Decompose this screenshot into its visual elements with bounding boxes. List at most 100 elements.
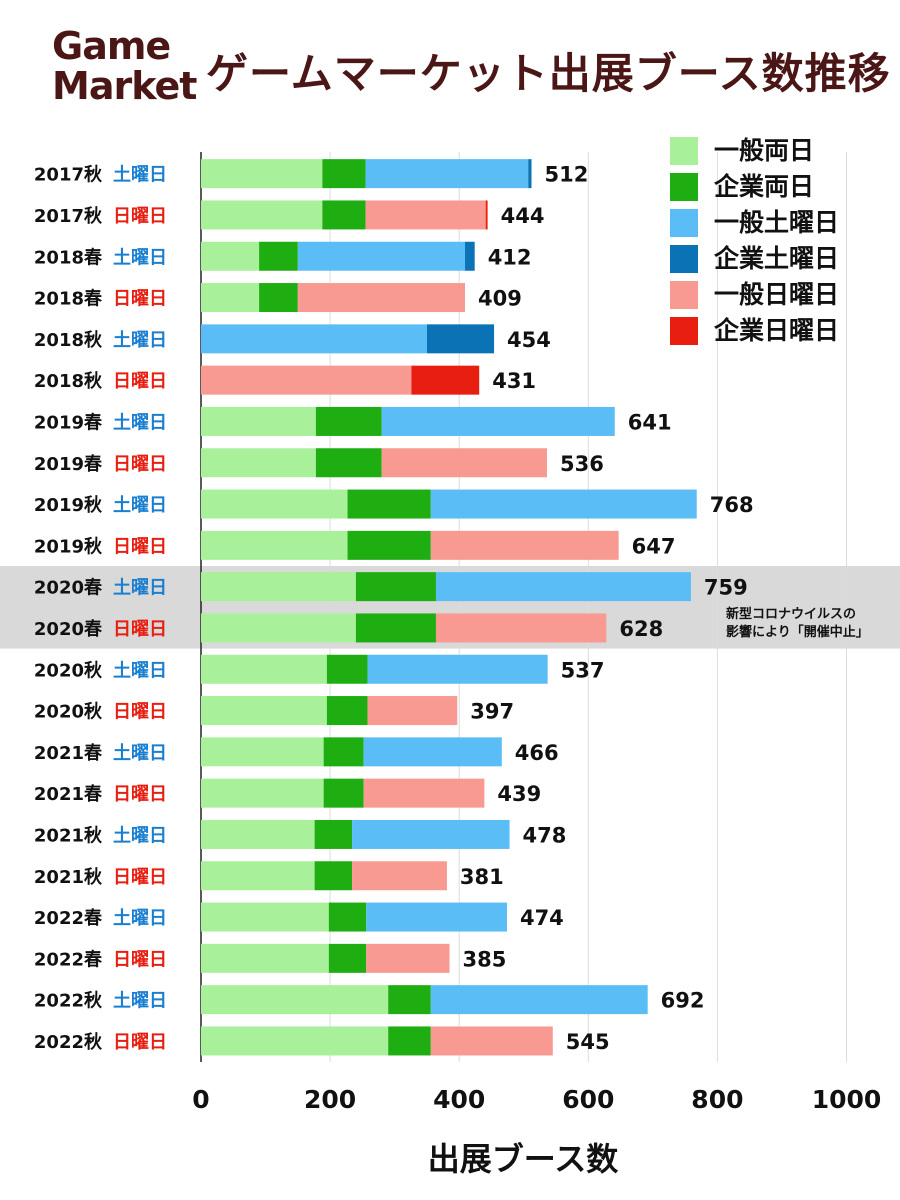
row-label-season: 2020秋 [34,659,103,681]
data-label: 397 [470,700,514,724]
bar-segment-企業両日 [388,1026,431,1056]
bar-segment-一般土曜日 [352,819,510,849]
bar-segment-一般日曜日 [365,200,486,230]
row-label-season: 2019秋 [34,494,103,516]
x-tick-label: 400 [433,1085,485,1114]
bar-segment-一般両日 [201,696,327,726]
row-label-day: 土曜日 [113,578,167,599]
row-label-day: 土曜日 [113,495,167,516]
bar-segment-企業両日 [314,861,353,891]
bar-segment-一般土曜日 [366,902,507,932]
data-label: 641 [628,410,672,434]
bar-segment-一般日曜日 [297,283,466,313]
legend-item-kigyou-ryoujitsu: 企業両日 [666,170,890,206]
row-label-season: 2020春 [34,577,103,599]
row-label-season: 2022秋 [34,990,103,1012]
row-label-day: 土曜日 [113,412,167,433]
note-line-1: 新型コロナウイルスの [726,607,857,622]
bar-segment-一般両日 [201,861,315,891]
bar-segment-企業両日 [388,985,431,1015]
row-label-day: 日曜日 [113,289,167,310]
data-label: 768 [710,493,754,517]
x-tick-label: 200 [304,1085,356,1114]
bar-segment-企業両日 [315,406,382,436]
data-label: 478 [523,823,567,847]
bar-segment-一般土曜日 [381,406,615,436]
bar-segment-一般日曜日 [435,613,607,643]
legend-label: 一般日曜日 [714,280,840,309]
data-label: 536 [560,452,604,476]
row-label-season: 2018秋 [34,370,103,392]
data-label: 512 [544,163,588,187]
game-market-logo: Game Market [28,26,198,110]
bar-segment-一般両日 [201,283,260,313]
legend-swatch [670,317,698,345]
bar-segment-企業両日 [328,902,367,932]
bar-segment-企業両日 [355,572,436,602]
data-label: 439 [497,782,541,806]
data-label: 444 [501,204,545,228]
row-label-season: 2018春 [34,288,103,310]
bar-segment-一般両日 [201,737,324,767]
bar-segment-一般土曜日 [363,737,502,767]
legend-item-ippan-doyoubi: 一般土曜日 [666,206,890,242]
logo-line-market: Market [52,64,197,108]
row-label-day: 日曜日 [113,784,167,805]
bar-segment-一般両日 [201,654,327,684]
row-label-season: 2020春 [34,618,103,640]
bar-segment-企業土曜日 [426,324,495,354]
legend-swatch [670,281,698,309]
legend-item-kigyou-doyoubi: 企業土曜日 [666,242,890,278]
row-label-season: 2017秋 [34,164,103,186]
x-tick-label: 600 [562,1085,614,1114]
x-tick-label: 1000 [812,1085,882,1114]
legend-swatch [670,245,698,273]
chart-legend: 一般両日 企業両日 一般土曜日 企業土曜日 一般日曜日 企業日曜日 [666,134,890,350]
row-label-day: 日曜日 [113,619,167,640]
bar-segment-企業土曜日 [528,159,532,189]
bar-segment-一般日曜日 [366,943,450,973]
row-label-day: 土曜日 [113,247,167,268]
bar-segment-企業両日 [328,943,367,973]
row-label-season: 2021春 [34,742,103,764]
x-axis-label: 出展ブース数 [428,1140,619,1178]
bar-segment-企業両日 [323,737,364,767]
row-label-day: 土曜日 [113,908,167,929]
cancellation-note: 新型コロナウイルスの 影響により「開催中止」 [726,606,869,642]
data-label: 385 [463,947,507,971]
legend-swatch [670,209,698,237]
bar-segment-一般両日 [201,489,348,519]
bar-segment-一般両日 [201,448,316,478]
chart-title: ゲームマーケット出展ブース数推移 [206,49,891,98]
row-label-season: 2017秋 [34,205,103,227]
row-label-day: 日曜日 [113,371,167,392]
row-label-season: 2019春 [34,453,103,475]
row-label-day: 土曜日 [113,660,167,681]
row-label-day: 日曜日 [113,1032,167,1053]
row-label-day: 日曜日 [113,454,167,475]
row-label-day: 日曜日 [113,949,167,970]
row-label-day: 日曜日 [113,867,167,888]
legend-swatch [670,137,698,165]
bar-segment-一般土曜日 [430,985,648,1015]
bar-segment-一般両日 [201,902,329,932]
data-label: 628 [619,617,663,641]
row-label-season: 2019春 [34,411,103,433]
bar-segment-一般日曜日 [201,365,412,395]
x-tick-label: 0 [192,1085,209,1114]
data-label: 545 [566,1030,610,1054]
bar-segment-一般土曜日 [367,654,548,684]
bar-segment-一般日曜日 [367,696,458,726]
row-label-day: 土曜日 [113,330,167,351]
legend-swatch [670,173,698,201]
bar-segment-企業両日 [326,654,368,684]
row-label-season: 2018秋 [34,329,103,351]
row-label-day: 土曜日 [113,825,167,846]
legend-label: 一般両日 [714,136,815,165]
bar-segment-一般両日 [201,778,324,808]
bar-segment-企業両日 [259,241,298,271]
bar-segment-一般日曜日 [363,778,485,808]
bar-segment-一般両日 [201,241,260,271]
bar-segment-企業両日 [322,159,366,189]
row-label-season: 2021秋 [34,824,103,846]
